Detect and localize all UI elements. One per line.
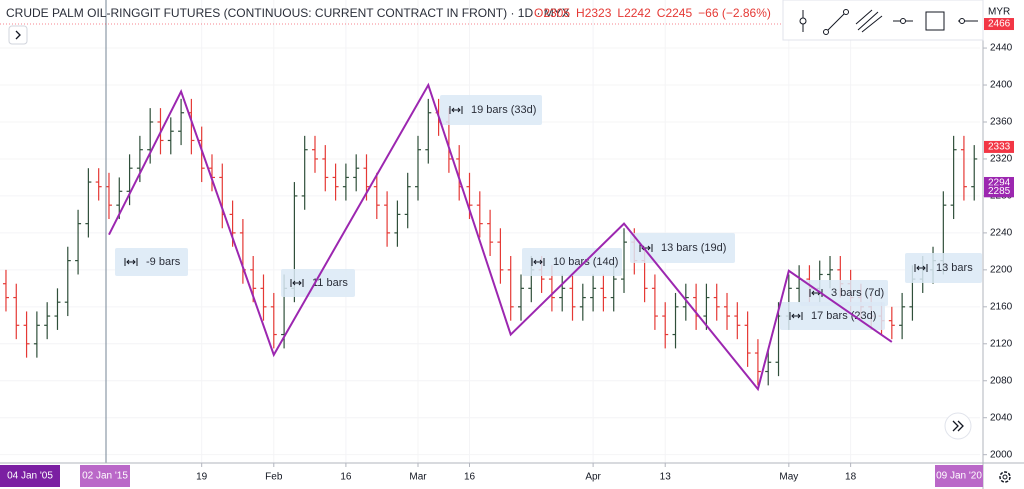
y-tick-label: 2240 bbox=[990, 228, 1013, 239]
y-tick-label: 2000 bbox=[990, 449, 1013, 460]
y-tick-label: 2080 bbox=[990, 375, 1013, 386]
annotation-icon bbox=[789, 312, 803, 320]
x-tick-label: 19 bbox=[196, 472, 208, 483]
x-tick-label: Feb bbox=[265, 472, 283, 483]
date-label-box bbox=[935, 465, 983, 487]
annotation-box bbox=[281, 269, 355, 297]
annotation-icon bbox=[449, 106, 463, 114]
annotation-icon bbox=[914, 264, 928, 272]
chart-title: CRUDE PALM OIL-RINGGIT FUTURES (CONTINUO… bbox=[6, 6, 570, 20]
price-tag bbox=[984, 18, 1014, 31]
annotation-label: 13 bars (19d) bbox=[661, 242, 726, 254]
annotation-box bbox=[630, 233, 735, 263]
date-label: 04 Jan '05 bbox=[7, 471, 53, 482]
price-tag-label: 2466 bbox=[988, 19, 1011, 30]
zigzag-line bbox=[108, 82, 893, 392]
drawing-toolbar bbox=[782, 0, 984, 41]
annotation-icon bbox=[531, 258, 545, 266]
annotation-label: 17 bars (23d) bbox=[811, 310, 876, 322]
annotation-box bbox=[115, 248, 188, 276]
x-tick-label: 16 bbox=[464, 472, 476, 483]
tool-trend[interactable] bbox=[823, 9, 849, 35]
x-tick-label: 13 bbox=[660, 472, 672, 483]
legend-value: H2323 bbox=[576, 6, 612, 20]
date-label-box bbox=[0, 465, 60, 487]
tool-rectangle[interactable] bbox=[925, 11, 945, 31]
legend-value: −66 (−2.86%) bbox=[698, 6, 771, 20]
legend-value: O2305 bbox=[534, 6, 570, 20]
legend-value: L2242 bbox=[617, 6, 651, 20]
y-tick-label: 2360 bbox=[990, 117, 1013, 128]
collapse-button[interactable] bbox=[8, 25, 28, 45]
annotation-icon bbox=[290, 279, 304, 287]
y-tick-label: 2320 bbox=[990, 154, 1013, 165]
x-tick-label: Apr bbox=[585, 472, 601, 483]
scroll-button[interactable] bbox=[944, 412, 972, 440]
x-tick-label: 18 bbox=[845, 472, 857, 483]
settings-button[interactable] bbox=[999, 471, 1011, 483]
price-tag-label: 2285 bbox=[988, 186, 1011, 197]
price-tag bbox=[984, 140, 1014, 153]
annotation-icon bbox=[639, 244, 653, 252]
tool-horizontal-ray[interactable] bbox=[893, 18, 913, 24]
annotation-box bbox=[905, 253, 982, 283]
annotation-label: -9 bars bbox=[146, 256, 181, 268]
annotation-label: 11 bars bbox=[312, 277, 348, 289]
x-tick-label: 16 bbox=[340, 472, 352, 483]
annotation-label: 13 bars bbox=[936, 262, 973, 274]
legend-value: C2245 bbox=[657, 6, 693, 20]
date-label-box bbox=[80, 465, 130, 487]
tool-vertical[interactable] bbox=[799, 10, 807, 32]
annotation-box bbox=[522, 248, 622, 276]
y-tick-label: 2200 bbox=[990, 264, 1013, 275]
tool-line[interactable] bbox=[958, 18, 978, 24]
annotation-icon bbox=[124, 258, 138, 266]
x-tick-label: Mar bbox=[409, 472, 427, 483]
price-tag-label: 2333 bbox=[988, 142, 1011, 153]
y-tick-label: 2040 bbox=[990, 412, 1013, 423]
annotation-label: 19 bars (33d) bbox=[471, 104, 536, 116]
y-tick-label: 2440 bbox=[990, 43, 1013, 54]
x-tick-label: May bbox=[779, 472, 798, 483]
y-tick-label: 2120 bbox=[990, 338, 1013, 349]
annotation-box bbox=[440, 95, 542, 125]
date-label: 09 Jan '20 bbox=[936, 471, 982, 482]
y-tick-label: 2400 bbox=[990, 80, 1013, 91]
price-tag bbox=[984, 185, 1014, 198]
currency-label: MYR bbox=[988, 7, 1010, 18]
tool-pitchfork[interactable] bbox=[855, 9, 883, 33]
y-tick-label: 2160 bbox=[990, 301, 1013, 312]
annotation-box bbox=[780, 302, 885, 330]
annotation-label: 3 bars (7d) bbox=[831, 287, 884, 299]
annotation-box bbox=[800, 280, 888, 306]
price-tag-label: 2294 bbox=[988, 178, 1011, 189]
date-label: 02 Jan '15 bbox=[82, 471, 128, 482]
